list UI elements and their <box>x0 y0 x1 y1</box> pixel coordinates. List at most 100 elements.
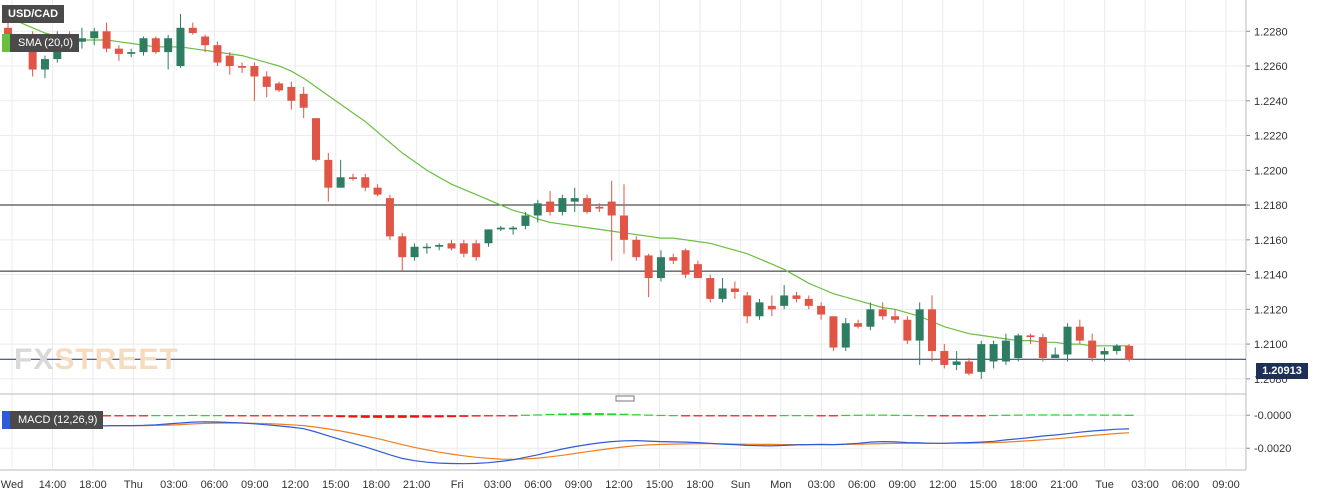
time-tick-label: Thu <box>124 479 143 491</box>
macd-hist-bar-pos <box>520 414 530 416</box>
symbol-label: USD/CAD <box>2 5 65 23</box>
candle-down <box>817 305 826 315</box>
candle-down <box>644 255 653 279</box>
macd-hist-bar-neg <box>939 415 949 417</box>
candle-up <box>718 288 727 299</box>
candle-down <box>620 215 628 240</box>
macd-hist-bar-pos <box>619 413 629 416</box>
candle-down <box>792 295 801 299</box>
time-tick-label: 14:00 <box>39 479 67 491</box>
macd-hist-bar-pos <box>1099 414 1109 416</box>
macd-signal-line <box>7 422 1130 461</box>
macd-hist-bar-pos <box>545 413 555 416</box>
macd-hist-bar-pos <box>1087 414 1097 416</box>
macd-hist-bar-neg <box>336 415 346 418</box>
macd-hist-bar-neg <box>693 415 703 417</box>
candle-up <box>90 31 99 39</box>
candle-down <box>878 309 887 317</box>
macd-hist-bar-pos <box>557 413 567 416</box>
watermark-fx: FX <box>14 343 55 376</box>
macd-hist-bar-neg <box>237 415 247 417</box>
macd-hist-bar-neg <box>323 415 333 417</box>
price-tick-label: 1.2220 <box>1254 131 1288 143</box>
candle-down <box>459 243 468 254</box>
candle-down <box>373 187 382 195</box>
macd-hist-bar-neg <box>718 415 728 417</box>
macd-hist-bar-neg <box>249 415 259 417</box>
time-tick-label: 18:00 <box>686 479 714 491</box>
macd-hist-bar-neg <box>126 415 136 417</box>
macd-hist-bar-pos <box>188 414 198 417</box>
macd-hist-bar-pos <box>200 415 210 417</box>
candle-down <box>891 316 900 320</box>
macd-hist-bar-pos <box>865 414 875 416</box>
macd-hist-bar-pos <box>212 415 222 417</box>
time-tick-label: 18:00 <box>79 479 107 491</box>
macd-tick-label: -0.0000 <box>1254 410 1291 422</box>
macd-hist-bar-pos <box>656 414 666 417</box>
time-tick-label: 09:00 <box>1212 479 1240 491</box>
price-tick-label: 1.2240 <box>1254 96 1288 108</box>
macd-hist-bar-pos <box>175 415 185 417</box>
macd-hist-bar-neg <box>274 415 284 417</box>
macd-hist-bar-neg <box>459 415 469 417</box>
candle-down <box>730 288 739 292</box>
time-tick-label: 21:00 <box>1050 479 1078 491</box>
macd-hist-bar-pos <box>1001 414 1011 416</box>
price-tick-label: 1.2280 <box>1254 26 1288 38</box>
candle-down <box>361 177 370 188</box>
candle-up <box>952 361 961 365</box>
macd-tick-label: -0.0020 <box>1254 443 1291 455</box>
candle-up <box>533 203 542 216</box>
macd-hist-bar-pos <box>989 414 999 417</box>
macd-hist-bar-neg <box>373 415 383 418</box>
price-tick-label: 1.2180 <box>1254 200 1288 212</box>
macd-hist-bar-pos <box>594 413 604 416</box>
candle-up <box>1063 326 1072 355</box>
macd-hist-bar-neg <box>225 415 235 417</box>
macd-hist-bar-pos <box>1075 414 1085 416</box>
candle-down <box>595 206 604 209</box>
candle-up <box>1051 354 1060 358</box>
candle-down <box>1026 335 1035 338</box>
time-tick-label: 12:00 <box>605 479 633 491</box>
macd-hist-bar-neg <box>730 415 740 417</box>
macd-hist-bar-pos <box>804 415 814 417</box>
candle-up <box>40 59 49 70</box>
candle-up <box>422 246 431 249</box>
macd-hist-bar-pos <box>533 414 543 416</box>
macd-hist-bar-neg <box>410 415 420 418</box>
macd-hist-bar-neg <box>434 415 444 418</box>
macd-hist-bar-pos <box>1112 414 1122 416</box>
candle-down <box>903 319 912 341</box>
candle-down <box>275 83 284 91</box>
candle-up <box>780 295 789 306</box>
candle-up <box>915 309 924 341</box>
macd-hist-bar-neg <box>102 415 112 417</box>
time-tick-label: Fri <box>451 479 464 491</box>
macd-hist-bar-neg <box>976 415 986 417</box>
macd-hist-bar-neg <box>286 415 296 417</box>
macd-hist-bar-neg <box>299 415 309 417</box>
candle-up <box>336 177 345 188</box>
candle-up <box>77 38 86 42</box>
macd-hist-bar-pos <box>151 415 161 417</box>
macd-hist-bar-pos <box>791 415 801 417</box>
candle-down <box>151 38 160 53</box>
candle-down <box>472 243 481 258</box>
macd-hist-bar-pos <box>1038 414 1048 416</box>
candle-down <box>324 159 333 188</box>
candle-down <box>188 27 197 34</box>
time-tick-label: 06:00 <box>848 479 876 491</box>
candle-up <box>496 227 505 230</box>
time-tick-label: 18:00 <box>1010 479 1038 491</box>
pane-resize-handle <box>615 395 635 402</box>
macd-hist-bar-pos <box>779 415 789 417</box>
macd-hist-bar-pos <box>163 415 173 417</box>
macd-line <box>7 421 1130 465</box>
candle-down <box>829 316 838 348</box>
macd-hist-bar-pos <box>607 413 617 416</box>
candle-down <box>398 236 407 258</box>
